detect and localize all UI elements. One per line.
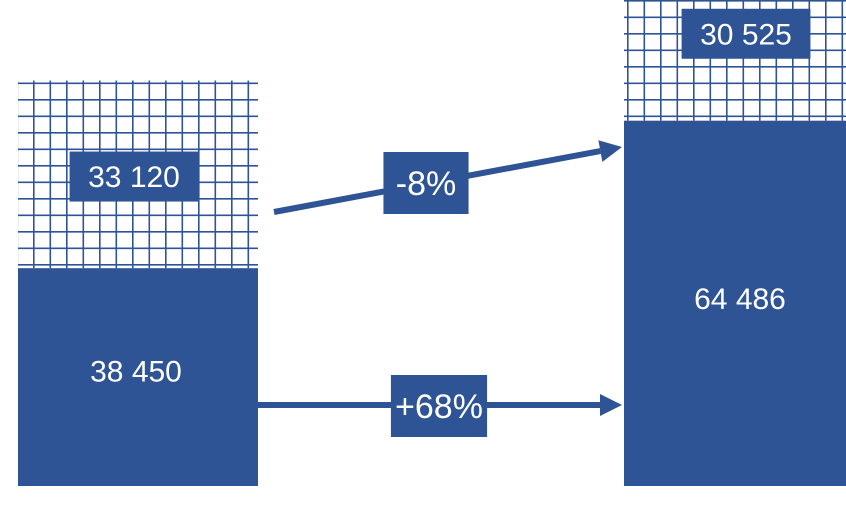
grid-value-label-1-box <box>69 151 199 202</box>
grid-value-label-1-group: 33 120 <box>69 151 199 202</box>
grid-value-label-2-box <box>681 8 811 59</box>
labels-group: 33 120 30 525 38 450 64 486 -8% +68% <box>69 8 811 437</box>
grid-value-label-1: 33 120 <box>88 161 180 194</box>
solid-value-label-2: 64 486 <box>694 283 786 316</box>
change-label-solid-box <box>390 375 488 437</box>
bar-solid-segment-1 <box>18 268 258 486</box>
grid-value-label-2: 30 525 <box>700 18 792 51</box>
change-label-grid-box <box>383 152 469 214</box>
bars-group <box>18 0 846 486</box>
change-label-solid-group: +68% <box>390 375 488 437</box>
grid-value-label-2-group: 30 525 <box>681 8 811 59</box>
bar-solid-segment-2 <box>624 120 846 486</box>
change-label-solid: +68% <box>395 388 483 426</box>
solid-value-label-1: 38 450 <box>90 356 182 389</box>
change-arrow-solid-head <box>600 394 622 416</box>
change-arrow-grid-head <box>598 140 622 162</box>
change-label-grid: -8% <box>396 165 456 203</box>
change-label-grid-group: -8% <box>383 152 469 214</box>
